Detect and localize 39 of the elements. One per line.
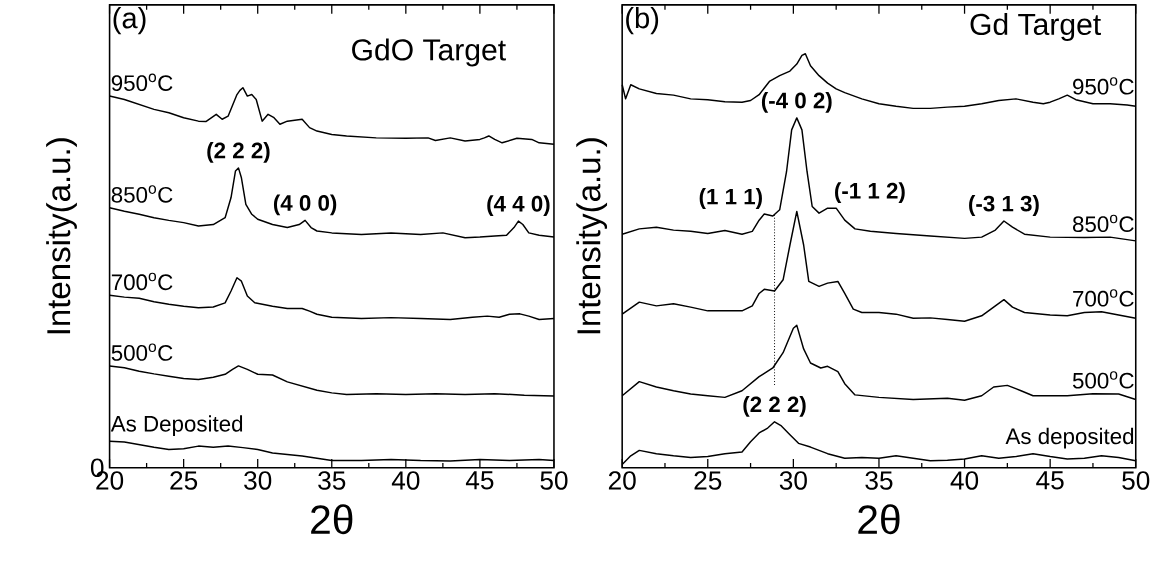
x-tick-label: 50 [540, 471, 568, 490]
series-label: As deposited [1005, 427, 1134, 449]
series-label: 700$^{o}$C [1073, 289, 1134, 307]
text: (b) [626, 7, 659, 35]
annotation: (-4 0 2) [761, 92, 832, 113]
series-label: 700$^{o}$C [111, 272, 173, 291]
x-axis-title: 2θ [858, 504, 900, 535]
annotation: (2 2 2) [207, 142, 270, 163]
x-tick-label: 45 [1036, 471, 1064, 490]
x-tick-label: 45 [465, 471, 494, 490]
x-tick-label: 30 [244, 471, 272, 490]
x-tick-label: 40 [391, 471, 420, 490]
x-axis-title: 2θ [311, 504, 353, 535]
series-label: 950$^{o}$C [111, 73, 173, 92]
text: (a) [113, 7, 146, 35]
y-axis-title: Intensity(a.u.) [576, 138, 608, 334]
x-tick-label: 25 [170, 471, 198, 490]
series-label: 500$^{o}$C [1072, 371, 1134, 389]
series-label: 850$^{o}$C [1072, 214, 1134, 233]
y-axis-title: Intensity(a.u.) [46, 138, 77, 334]
x-tick-label: 25 [694, 471, 722, 490]
chart-title: GdO Target [352, 38, 506, 67]
series-label: 500$^{o}$C [111, 343, 173, 361]
annotation: (-1 1 2) [835, 182, 905, 204]
series-label: 850$^{o}$C [111, 185, 173, 203]
x-tick-label: 35 [865, 471, 893, 490]
x-tick-label: 30 [779, 471, 807, 490]
annotation: (2 2 2) [743, 396, 806, 417]
annotation: (-3 1 3) [969, 195, 1039, 217]
annotation: (4 0 0) [273, 194, 337, 216]
annotation: (4 4 0) [487, 195, 550, 217]
chart-title: Gd Target [970, 13, 1101, 42]
x-tick-label: 35 [318, 471, 346, 490]
x-tick-label: 20 [608, 471, 636, 490]
series-label: As Deposited [110, 415, 243, 437]
annotation: (1 1 1) [699, 188, 762, 210]
series-label: 950$^{o}$C [1073, 77, 1134, 95]
x-tick-label: 50 [1122, 471, 1150, 490]
x-tick-label: 40 [950, 471, 979, 490]
